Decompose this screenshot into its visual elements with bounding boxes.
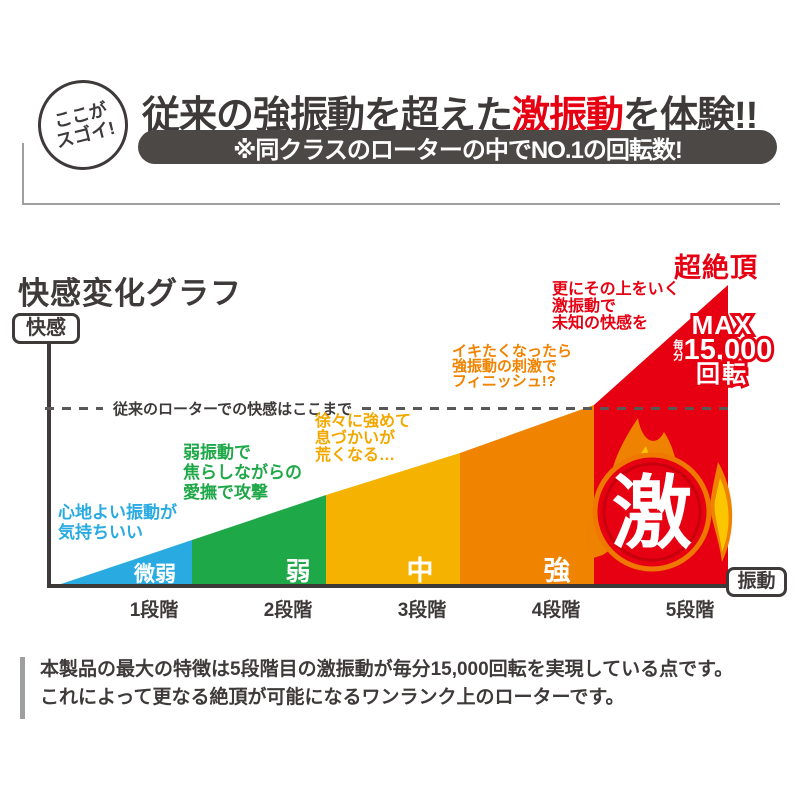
subtitle-text: ※同クラスのローターの中でNO.1の回転数!	[233, 136, 683, 164]
x-tick-5: 5段階	[665, 600, 715, 621]
annotation-stage4: イキたくなったら 強振動の刺激で フィニッシュ!?	[452, 343, 573, 390]
threshold-dashed-line: 従来のローターでの快感はここまで	[45, 398, 728, 419]
max-rpm-badge: MAX 毎分 15,000 回転	[650, 309, 794, 390]
chart-title: 快感変化グラフ	[18, 276, 242, 311]
ramp-segment-3	[326, 453, 460, 585]
footer-accent-bar	[20, 657, 25, 719]
peak-label: 超絶頂	[674, 253, 758, 283]
max-unit-prefix: 毎分	[669, 336, 687, 364]
segment-label-biju: 微弱	[134, 563, 176, 586]
geki-circle	[592, 452, 712, 572]
footer-line1: 本製品の最大の特徴は5段階目の激振動が毎分15,000回転を実現している点です。	[40, 659, 734, 680]
ramp-segment-2	[192, 495, 326, 585]
y-axis-line	[47, 341, 51, 588]
subtitle-banner: ※同クラスのローターの中でNO.1の回転数!	[138, 130, 777, 164]
x-axis-label: 振動	[726, 567, 787, 597]
annotation-stage5: 更にその上をいく 激振動で 未知の快感を	[552, 281, 680, 332]
x-axis-line	[47, 584, 730, 588]
max-text: MAX	[689, 309, 755, 341]
footer-line2: これによって更なる絶頂が可能になるワンランク上のローターです。	[40, 687, 625, 708]
geki-character: 激	[612, 469, 692, 558]
x-tick-3: 3段階	[397, 600, 447, 621]
annotation-stage1: 心地よい振動が 気持ちいい	[58, 503, 177, 542]
threshold-label: 従来のローターでの快感はここまで	[113, 401, 353, 418]
segment-label-chu: 中	[406, 556, 434, 586]
flame-geki-emblem: 激	[586, 418, 733, 572]
threshold-dash-left	[45, 407, 103, 410]
x-tick-4: 4段階	[531, 600, 581, 621]
max-value: 15,000	[681, 333, 776, 368]
max-unit: 回転	[693, 360, 749, 390]
x-tick-1: 1段階	[129, 600, 179, 621]
ramp-segment-1	[58, 540, 192, 585]
annotation-stage3: 徐々に強めて 息づかいが 荒くなる…	[315, 413, 412, 464]
y-axis-label: 快感	[12, 313, 80, 344]
segment-label-kyo: 強	[543, 556, 571, 586]
segment-label-jaku: 弱	[285, 558, 311, 586]
x-tick-2: 2段階	[263, 600, 313, 621]
annotation-stage2: 弱振動で 焦らしながらの 愛撫で攻撃	[183, 443, 302, 502]
ramp-segment-4	[460, 405, 594, 585]
threshold-dash-right	[362, 407, 728, 410]
footer-description: 本製品の最大の特徴は5段階目の激振動が毎分15,000回転を実現している点です。…	[40, 656, 733, 712]
header-corner-rule	[22, 143, 780, 205]
